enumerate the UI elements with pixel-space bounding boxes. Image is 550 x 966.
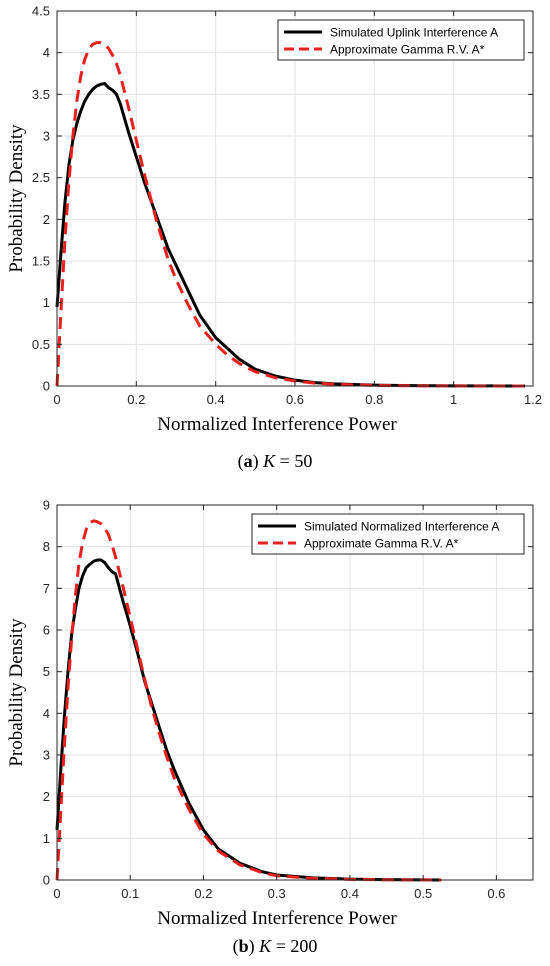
y-tick-label: 2: [43, 212, 50, 227]
plot-area: [57, 505, 533, 880]
y-tick-label: 4: [43, 706, 50, 721]
y-tick-label: 7: [43, 581, 50, 596]
legend-entry-1: Simulated Uplink Interference A: [330, 26, 498, 40]
x-tick-label: 0.6: [487, 886, 505, 901]
y-tick-label: 1: [43, 831, 50, 846]
series-line-2: [55, 519, 442, 882]
legend-entry-1: Simulated Normalized Interference A: [304, 520, 499, 534]
y-tick-label: 0.5: [32, 337, 50, 352]
legend-box: [277, 19, 525, 61]
y-tick-label: 0: [43, 379, 50, 394]
panel-caption: (a) K = 50: [238, 451, 313, 472]
chart-panel-b: 0 0.1 0.2 0.3 0.4 0.5 0.6 0 1 2 3 4 5 6 7 8 9 Normalized …: [6, 498, 534, 957]
legend-entry-2: Approximate Gamma R.V. A*: [304, 537, 459, 551]
x-tick-label: 0.3: [268, 886, 286, 901]
y-tick-label: 2: [43, 789, 50, 804]
x-axis-label: Normalized Interference Power: [157, 414, 397, 435]
y-tick-label: 9: [43, 498, 50, 513]
chart-panel-a: 0 0.2 0.4 0.6 0.8 1 1.2 0 0.5 1 1.5 2 2.5 3 3.5 4 4.5 Nor…: [6, 4, 542, 473]
y-tick-label: 0: [43, 873, 50, 888]
legend: Simulated Normalized Interference A Appro…: [251, 513, 525, 555]
legend-box: [251, 513, 525, 555]
y-tick-label: 2.5: [32, 170, 50, 185]
x-tick-label: 0.2: [194, 886, 212, 901]
x-tick-label: 1: [450, 392, 457, 407]
y-tick-label: 3: [43, 748, 50, 763]
y-tick-label: 6: [43, 623, 50, 638]
panel-caption: (b) K = 200: [233, 936, 318, 957]
axes-box: [56, 504, 534, 881]
y-tick-label: 5: [43, 664, 50, 679]
x-tick-label: 0.5: [414, 886, 432, 901]
x-tick-label: 0.4: [341, 886, 359, 901]
x-tick-label: 0: [53, 392, 60, 407]
legend-entry-2: Approximate Gamma R.V. A*: [330, 43, 485, 57]
x-tick-label: 0.6: [286, 392, 304, 407]
y-tick-label: 4.5: [32, 4, 50, 19]
x-tick-label: 0.8: [365, 392, 383, 407]
x-tick-label: 0.4: [207, 392, 225, 407]
y-tick-label: 8: [43, 539, 50, 554]
x-tick-label: 0.1: [121, 886, 139, 901]
y-axis-label: Probability Density: [6, 124, 27, 273]
y-axis-label: Probability Density: [6, 618, 27, 767]
legend: Simulated Uplink Interference A Approxima…: [277, 19, 525, 61]
series-line-2: [55, 41, 526, 388]
y-tick-label: 3.5: [32, 87, 50, 102]
x-tick-label: 0: [53, 886, 60, 901]
x-tick-label: 0.2: [127, 392, 145, 407]
series-line-1: [55, 558, 442, 882]
y-tick-label: 1.5: [32, 254, 50, 269]
y-tick-label: 1: [43, 295, 50, 310]
x-axis-label: Normalized Interference Power: [157, 908, 397, 929]
y-tick-label: 4: [43, 45, 50, 60]
y-tick-label: 3: [43, 129, 50, 144]
x-tick-label: 1.2: [524, 392, 542, 407]
